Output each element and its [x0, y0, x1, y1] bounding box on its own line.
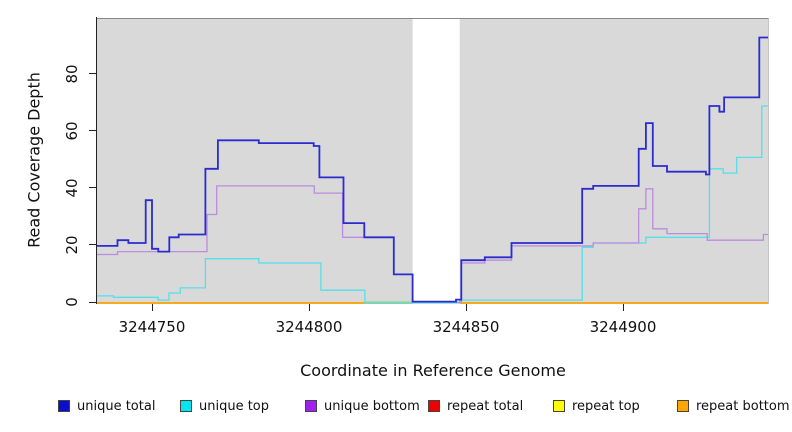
- y-tick-label: 40: [63, 178, 81, 198]
- x-tick-mark: [308, 304, 310, 311]
- y-axis-title: Read Coverage Depth: [24, 72, 44, 248]
- legend-label: unique total: [77, 398, 156, 414]
- y-tick-mark: [89, 130, 96, 132]
- y-tick-mark: [89, 187, 96, 189]
- legend-label: unique top: [199, 398, 270, 414]
- series-line-unique-bottom: [97, 185, 768, 303]
- x-tick-label: 3244750: [118, 318, 186, 336]
- y-tick-label: 80: [63, 64, 81, 84]
- legend-item-repeat-total: repeat total: [428, 398, 523, 414]
- x-tick-label: 3244900: [589, 318, 657, 336]
- series-line-unique-total: [97, 36, 768, 303]
- legend-item-repeat-top: repeat top: [553, 398, 640, 414]
- legend-label: repeat total: [447, 398, 524, 414]
- legend-swatch-icon: [58, 400, 70, 412]
- legend-label: repeat top: [572, 398, 640, 414]
- legend-swatch-icon: [428, 400, 440, 412]
- y-axis-line: [96, 17, 97, 304]
- y-tick-mark: [89, 244, 96, 246]
- legend-item-repeat-bottom: repeat bottom: [677, 398, 790, 414]
- legend-item-unique-bottom: unique bottom: [305, 398, 420, 414]
- legend-item-unique-total: unique total: [58, 398, 155, 414]
- legend-label: repeat bottom: [696, 398, 790, 414]
- legend-swatch-icon: [553, 400, 565, 412]
- x-axis-title: Coordinate in Reference Genome: [300, 361, 566, 380]
- legend-item-unique-top: unique top: [180, 398, 269, 414]
- x-tick-label: 3244800: [275, 318, 343, 336]
- coverage-step-chart: [97, 19, 768, 304]
- plot-panel: [97, 18, 769, 304]
- y-tick-label: 20: [63, 235, 81, 255]
- x-tick-label: 3244850: [432, 318, 500, 336]
- masked-region: [412, 19, 460, 304]
- x-tick-mark: [465, 304, 467, 311]
- legend-label: unique bottom: [324, 398, 420, 414]
- y-tick-mark: [89, 301, 96, 303]
- legend-swatch-icon: [305, 400, 317, 412]
- legend-swatch-icon: [677, 400, 689, 412]
- legend-swatch-icon: [180, 400, 192, 412]
- x-tick-mark: [151, 304, 153, 311]
- y-tick-label: 60: [63, 121, 81, 141]
- y-tick-label: 0: [63, 297, 81, 307]
- series-line-unique-top: [97, 105, 768, 304]
- x-tick-mark: [622, 304, 624, 311]
- y-tick-mark: [89, 73, 96, 75]
